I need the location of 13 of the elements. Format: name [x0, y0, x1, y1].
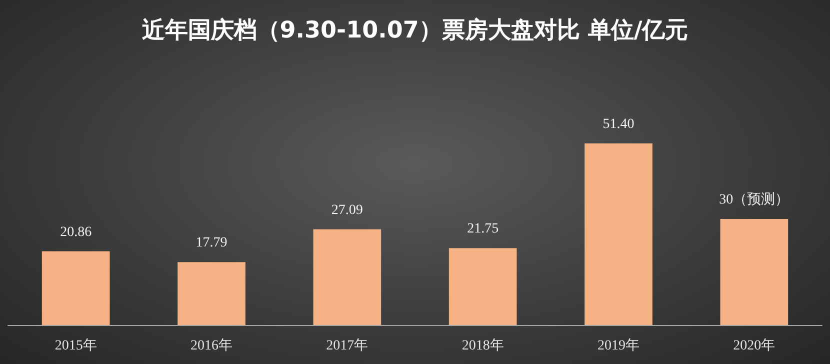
data-label: 20.86 — [60, 224, 92, 240]
data-label: 30（预测） — [719, 192, 790, 208]
chart-title: 近年国庆档（9.30-10.07）票房大盘对比 单位/亿元 — [140, 16, 688, 44]
data-label: 17.79 — [196, 236, 228, 251]
data-label: 21.75 — [467, 222, 499, 237]
x-tick-label: 2017年 — [326, 338, 368, 354]
x-tick-label: 2015年 — [54, 338, 97, 354]
x-tick-label: 2019年 — [598, 338, 640, 354]
data-label: 27.09 — [331, 202, 363, 218]
x-tick-label: 2016年 — [190, 338, 232, 354]
x-tick-label: 2018年 — [462, 338, 504, 354]
x-tick-label: 2020年 — [733, 338, 776, 354]
data-label: 51.40 — [602, 116, 634, 132]
